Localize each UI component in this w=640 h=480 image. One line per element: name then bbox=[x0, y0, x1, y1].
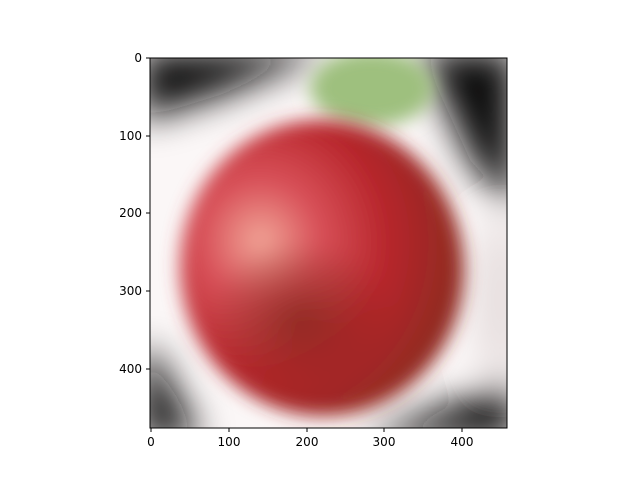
x-tick-label: 0 bbox=[147, 435, 155, 449]
x-axis: 0 100 200 300 400 bbox=[147, 428, 473, 449]
y-tick-label: 200 bbox=[119, 206, 142, 220]
y-tick-label: 400 bbox=[119, 362, 142, 376]
y-tick-label: 0 bbox=[134, 51, 142, 65]
photo-image bbox=[150, 58, 507, 428]
x-tick-label: 300 bbox=[373, 435, 396, 449]
x-tick-label: 400 bbox=[451, 435, 474, 449]
x-tick-label: 100 bbox=[218, 435, 241, 449]
x-tick-label: 200 bbox=[296, 435, 319, 449]
y-tick-label: 100 bbox=[119, 129, 142, 143]
y-tick-label: 300 bbox=[119, 284, 142, 298]
axes-frame bbox=[149, 57, 508, 429]
y-axis: 0 100 200 300 400 bbox=[119, 51, 150, 376]
